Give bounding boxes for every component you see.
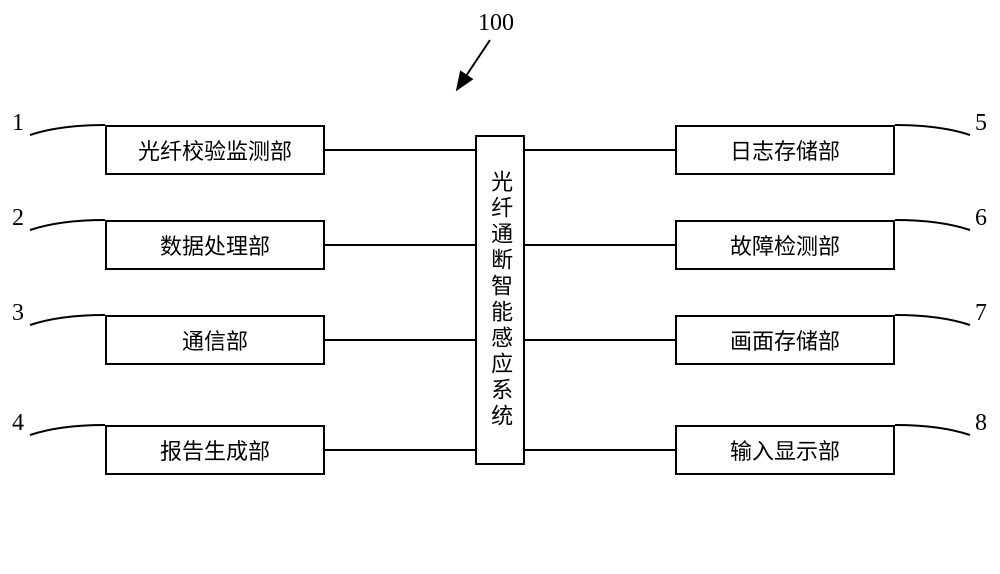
diagram-canvas: 100 光纤通断智能感应系统 光纤校验监测部 数据处理部 通信部 报告生成部 日… bbox=[0, 0, 1000, 574]
lead-lines bbox=[0, 0, 1000, 574]
